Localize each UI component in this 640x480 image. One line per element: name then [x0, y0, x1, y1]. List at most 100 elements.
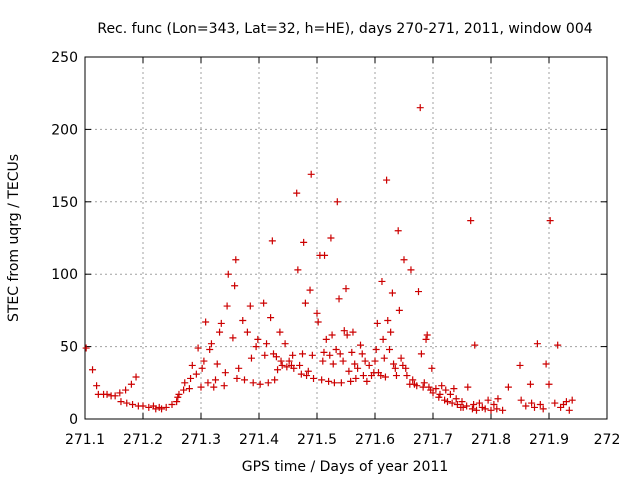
- data-point: [526, 380, 534, 388]
- data-point: [361, 357, 369, 365]
- data-point: [281, 340, 289, 348]
- data-point: [536, 401, 544, 409]
- data-point: [340, 327, 348, 335]
- data-point: [380, 354, 388, 362]
- data-point: [254, 335, 262, 343]
- data-point: [342, 285, 350, 293]
- data-point: [357, 341, 364, 349]
- y-tick-label: 100: [51, 267, 78, 283]
- data-point: [263, 340, 271, 348]
- data-point: [349, 328, 357, 336]
- data-point: [239, 317, 247, 325]
- data-point: [392, 372, 400, 380]
- data-point: [293, 189, 301, 197]
- data-point: [310, 374, 318, 382]
- data-point: [241, 376, 248, 384]
- data-point: [484, 396, 492, 404]
- data-point: [517, 396, 525, 404]
- data-point: [345, 367, 353, 375]
- data-point: [235, 364, 243, 372]
- data-point: [420, 379, 428, 387]
- data-point: [185, 385, 193, 393]
- data-point: [207, 340, 215, 348]
- data-point: [299, 350, 306, 358]
- data-point: [289, 351, 297, 359]
- data-point: [386, 345, 393, 353]
- data-point: [332, 345, 340, 353]
- data-point: [467, 217, 475, 225]
- data-point: [272, 353, 280, 361]
- data-point: [213, 360, 221, 368]
- data-point: [192, 370, 200, 378]
- data-point: [300, 238, 308, 246]
- data-point: [221, 369, 229, 377]
- data-point: [546, 217, 554, 225]
- data-point: [504, 383, 512, 391]
- y-tick-label: 50: [60, 340, 78, 356]
- data-point: [82, 344, 90, 352]
- axis-ticks: [84, 56, 608, 420]
- data-point: [436, 390, 444, 398]
- data-point: [158, 405, 166, 413]
- data-point: [162, 403, 170, 411]
- data-point: [481, 405, 489, 413]
- data-point: [533, 340, 541, 348]
- data-points: [82, 104, 576, 414]
- data-point: [539, 405, 547, 413]
- data-point: [545, 380, 553, 388]
- data-point: [423, 331, 431, 339]
- data-point: [522, 402, 530, 410]
- data-point: [122, 386, 130, 394]
- data-point: [337, 379, 345, 387]
- data-point: [260, 299, 268, 307]
- y-tick-label: 250: [51, 50, 78, 66]
- data-point: [365, 361, 373, 369]
- data-point: [416, 104, 424, 112]
- data-point: [336, 350, 344, 358]
- data-point: [395, 306, 403, 314]
- data-point: [391, 364, 399, 372]
- data-point: [123, 399, 131, 407]
- data-point: [554, 341, 562, 349]
- data-point: [348, 348, 356, 356]
- data-point: [132, 373, 140, 381]
- y-tick-label: 150: [51, 195, 78, 211]
- data-point: [516, 361, 524, 369]
- data-point: [354, 364, 362, 372]
- data-point: [216, 328, 224, 336]
- data-point: [372, 345, 380, 353]
- data-point: [413, 382, 421, 390]
- data-point: [313, 309, 321, 317]
- data-point: [326, 351, 334, 359]
- data-point: [204, 379, 212, 387]
- data-point: [306, 286, 314, 294]
- data-point: [359, 372, 367, 380]
- data-point: [188, 361, 196, 369]
- data-point: [247, 354, 255, 362]
- data-point: [220, 382, 228, 390]
- data-point: [285, 357, 293, 365]
- data-point: [339, 357, 347, 365]
- data-point: [320, 348, 328, 356]
- data-point: [223, 302, 231, 310]
- data-point: [422, 335, 430, 343]
- data-point: [387, 328, 395, 336]
- data-point: [490, 401, 498, 409]
- data-point: [327, 234, 335, 242]
- data-point: [274, 366, 282, 374]
- data-point: [307, 170, 315, 178]
- data-point: [206, 345, 214, 353]
- data-point: [528, 399, 536, 407]
- data-point: [388, 289, 396, 297]
- data-point: [562, 398, 570, 406]
- data-point: [428, 364, 436, 372]
- data-point: [264, 379, 272, 387]
- data-point: [446, 390, 454, 398]
- data-point: [175, 390, 183, 398]
- data-point: [319, 357, 327, 365]
- data-point: [390, 360, 398, 368]
- data-point: [276, 328, 284, 336]
- data-point: [168, 401, 176, 409]
- x-tick-label: 271.8: [471, 432, 511, 448]
- data-point: [308, 351, 316, 359]
